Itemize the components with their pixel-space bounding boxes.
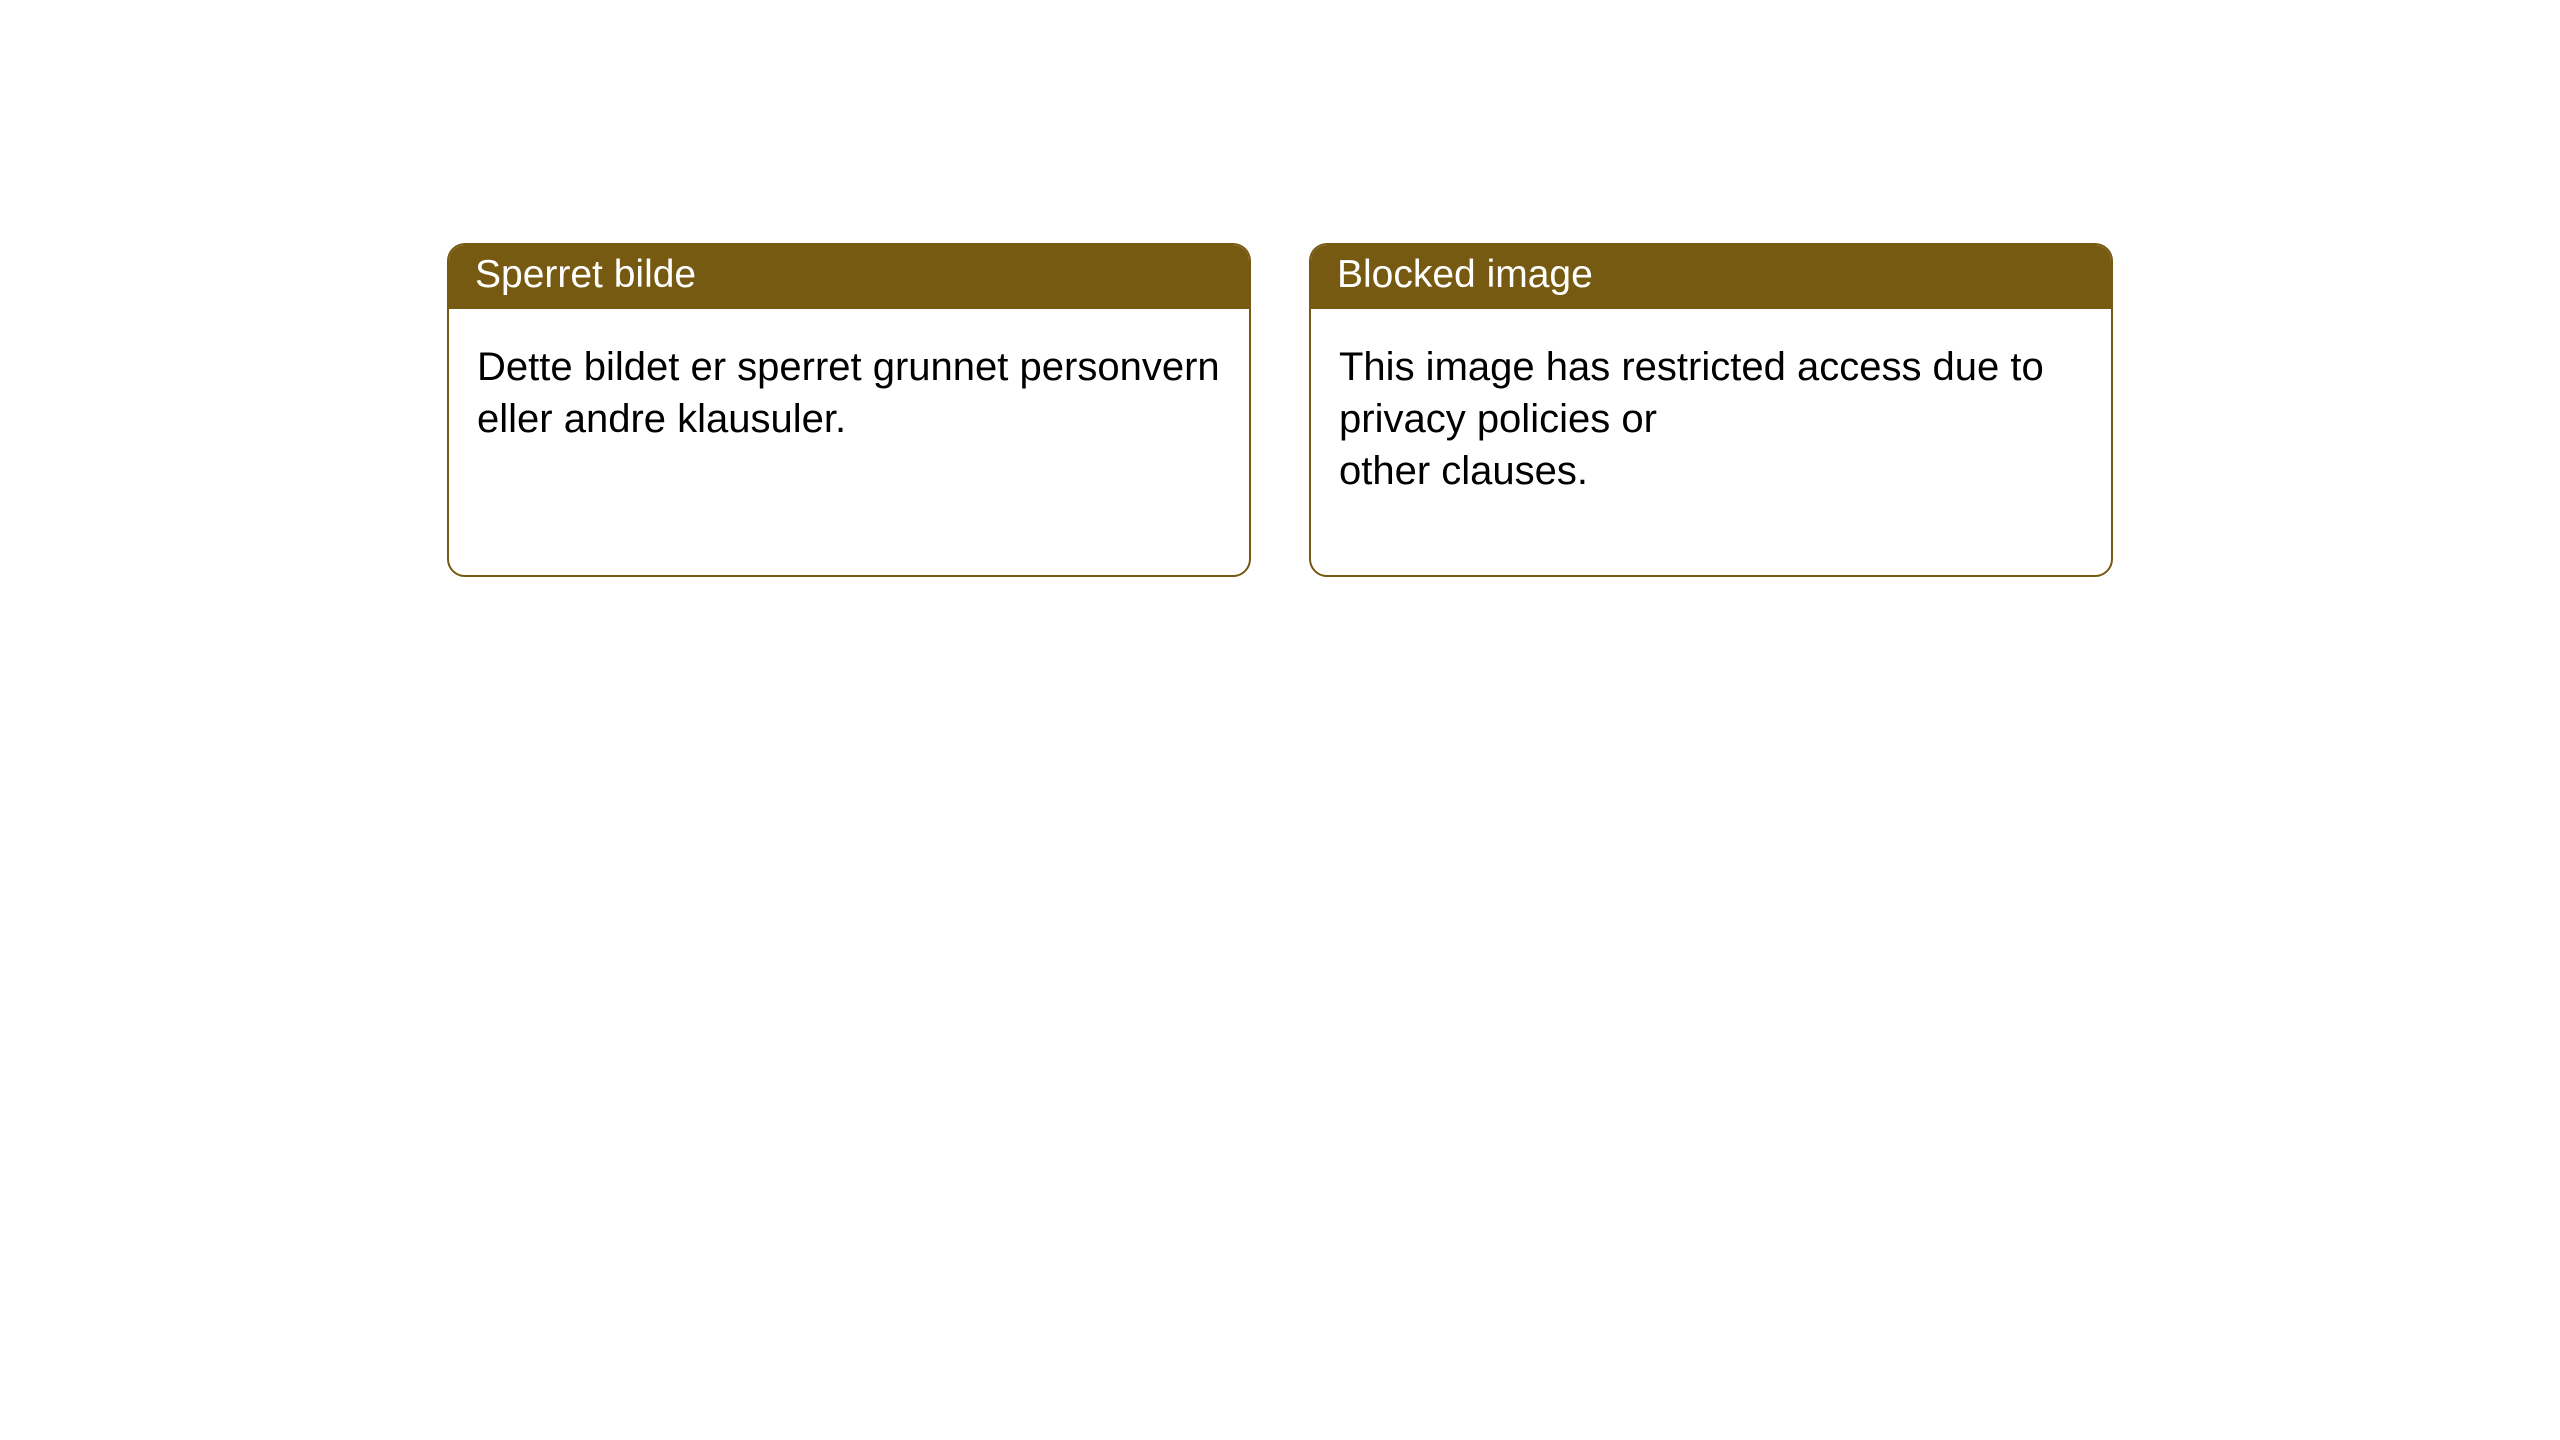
card-header-title: Sperret bilde <box>449 245 1249 309</box>
notice-container: Sperret bilde Dette bildet er sperret gr… <box>0 0 2560 577</box>
card-header-title: Blocked image <box>1311 245 2111 309</box>
card-body-text: Dette bildet er sperret grunnet personve… <box>449 309 1249 473</box>
blocked-image-card-english: Blocked image This image has restricted … <box>1309 243 2113 577</box>
blocked-image-card-norwegian: Sperret bilde Dette bildet er sperret gr… <box>447 243 1251 577</box>
card-body-text: This image has restricted access due to … <box>1311 309 2111 525</box>
